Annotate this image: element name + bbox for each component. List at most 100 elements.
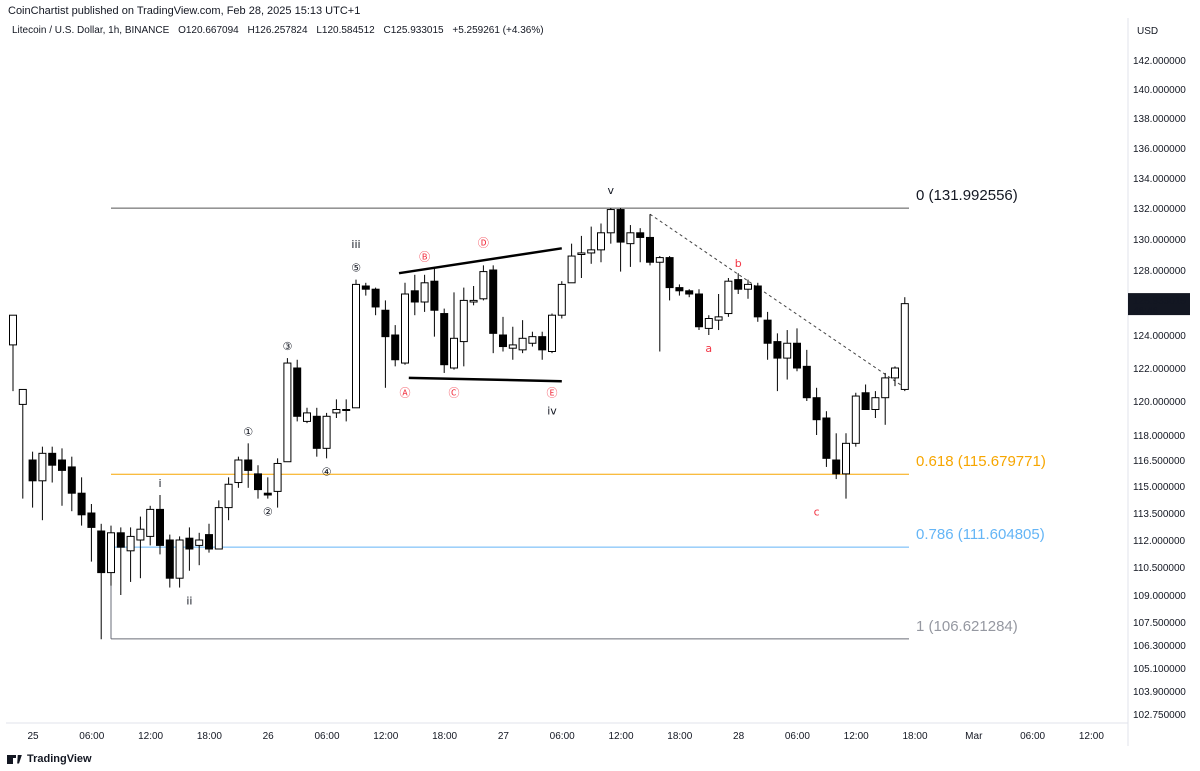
candle-down	[87, 504, 96, 562]
candle-body	[156, 508, 164, 546]
candle-body	[479, 271, 488, 300]
price-tick-label: 118.000000	[1133, 431, 1186, 442]
candle-body	[58, 459, 66, 471]
candle-body	[107, 532, 115, 574]
tradingview-logo-text: TradingView	[27, 753, 92, 765]
candle-body	[793, 342, 801, 369]
candle-up	[18, 388, 27, 499]
candle-down	[312, 407, 321, 457]
wave-label: ⑤	[351, 262, 361, 275]
candle-body	[567, 255, 576, 284]
candle-body	[136, 528, 145, 541]
candle-down	[391, 325, 400, 367]
candle-body	[146, 508, 155, 537]
candle-body	[391, 334, 400, 361]
candle-body	[214, 507, 223, 550]
candle-body	[254, 473, 262, 491]
last-price-box	[1128, 293, 1190, 316]
price-tick-label: 107.500000	[1133, 618, 1186, 629]
trendlines[interactable]	[398, 213, 906, 389]
candle-body	[675, 287, 684, 292]
candle-body	[459, 299, 468, 343]
candle-down	[67, 456, 76, 512]
candle-body	[744, 283, 752, 290]
bar-countdown: 46:46	[1133, 306, 1158, 317]
candle-up	[508, 326, 517, 360]
candle-up	[9, 314, 17, 392]
candle-body	[410, 290, 419, 303]
fib-label: 1 (106.621284)	[916, 618, 1018, 635]
candle-down	[763, 311, 772, 360]
fibonacci-retracement[interactable]: 0 (131.992556) 0.618 (115.679771) 0.786 (1…	[110, 187, 1046, 640]
candle-down	[646, 214, 654, 266]
candle-body	[665, 257, 674, 289]
candle-down	[802, 349, 811, 401]
time-axis[interactable]: 25 06:00 12:00 18:00 26 06:00 12:00 18:00 27 06:0…	[27, 731, 1104, 742]
candle-up	[195, 532, 204, 566]
price-axis[interactable]: 142.000000 140.000000 138.000000 136.000000…	[1133, 56, 1186, 721]
candle-down	[116, 527, 125, 595]
price-tick-label: 142.000000	[1133, 56, 1186, 67]
candles	[9, 208, 909, 640]
price-tick-label: 132.000000	[1133, 204, 1186, 215]
candle-body	[332, 409, 341, 414]
candle-body	[812, 397, 821, 421]
candle-body	[195, 539, 204, 546]
candle-down	[695, 289, 703, 331]
candle-body	[38, 452, 47, 482]
time-tick-label: Mar	[965, 731, 983, 742]
wave-label: Ⓒ	[449, 387, 460, 400]
candle-body	[685, 290, 694, 295]
candle-up	[744, 279, 752, 299]
candle-up	[606, 208, 615, 244]
candle-body	[881, 377, 890, 399]
tradingview-logo[interactable]: TradingView	[7, 751, 92, 767]
candle-down	[263, 477, 272, 499]
price-tick-label: 106.300000	[1133, 641, 1186, 652]
wave-label: ①	[243, 425, 253, 438]
candle-down	[822, 411, 831, 467]
candle-body	[126, 535, 135, 552]
candle-down	[616, 208, 625, 272]
candle-body	[165, 539, 174, 579]
candle-up	[352, 279, 360, 409]
candle-body	[606, 209, 615, 234]
time-tick-label: 12:00	[1079, 731, 1104, 742]
candle-body	[616, 209, 625, 243]
time-tick-label: 06:00	[1020, 731, 1045, 742]
candle-body	[597, 232, 605, 251]
time-tick-label: 18:00	[197, 731, 222, 742]
candle-body	[900, 303, 909, 390]
tradingview-logo-icon	[7, 754, 22, 764]
candle-body	[361, 285, 370, 290]
wave-label: ③	[282, 340, 292, 353]
candle-up	[557, 281, 566, 319]
candle-up	[577, 235, 586, 278]
candle-up	[626, 225, 635, 267]
candle-body	[714, 316, 723, 321]
candle-body	[577, 252, 586, 255]
price-tick-label: 113.500000	[1133, 509, 1186, 520]
symbol-name[interactable]: Litecoin / U.S. Dollar, 1h, BINANCE	[12, 25, 170, 36]
candle-body	[293, 367, 302, 417]
candle-up	[283, 358, 292, 463]
candle-body	[352, 283, 360, 409]
candle-down	[185, 527, 194, 571]
candle-down	[77, 477, 86, 526]
ohlc-low: L120.584512	[316, 25, 375, 36]
price-tick-label: 138.000000	[1133, 114, 1186, 125]
price-tick-label: 109.000000	[1133, 591, 1186, 602]
candle-up	[234, 456, 243, 488]
price-tick-label: 110.500000	[1133, 563, 1186, 574]
candle-down	[381, 300, 390, 388]
candle-body	[205, 534, 213, 550]
time-tick-label: 18:00	[667, 731, 692, 742]
candle-down	[675, 284, 684, 296]
wave-label: ii	[186, 595, 192, 608]
candle-up	[342, 399, 351, 422]
last-price-value: 125.933015	[1133, 296, 1186, 307]
candle-up	[714, 294, 723, 331]
candle-up	[881, 372, 890, 425]
